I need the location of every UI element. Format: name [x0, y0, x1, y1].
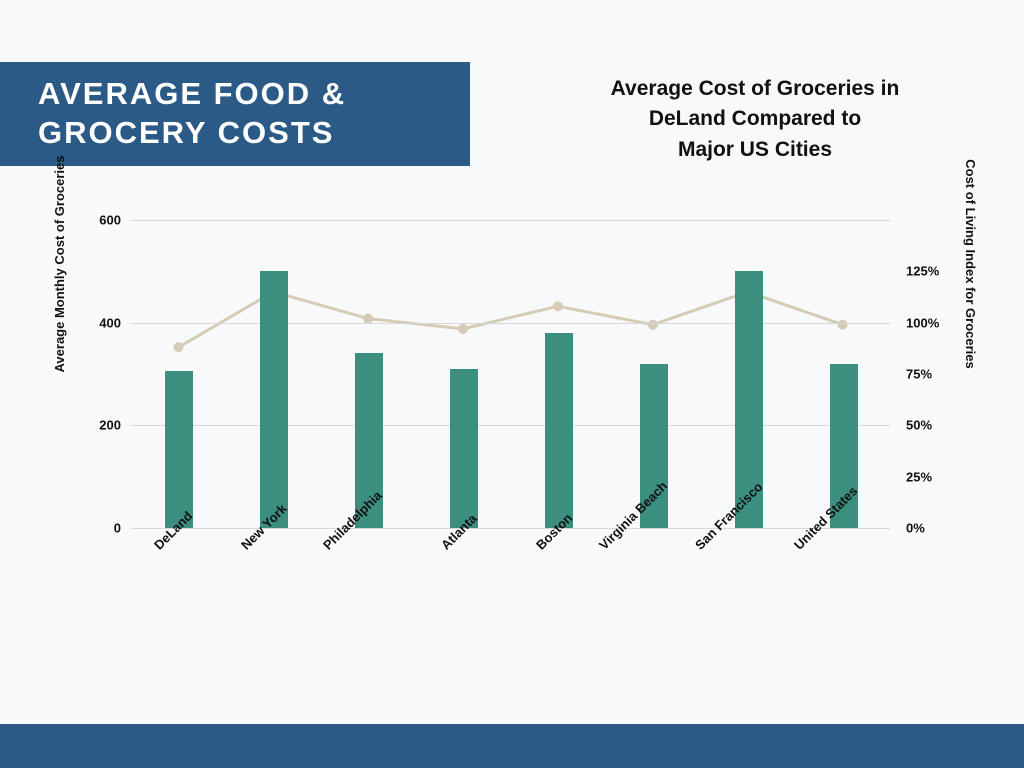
line-marker: [174, 343, 183, 352]
bar: [260, 271, 288, 528]
line-marker: [838, 320, 847, 329]
y-right-axis-title: Cost of Living Index for Groceries: [961, 154, 978, 374]
chart-area: Average Monthly Cost of Groceries Cost o…: [58, 198, 966, 668]
subtitle-line-1: Average Cost of Groceries in: [611, 77, 900, 100]
page-title: AVERAGE FOOD & GROCERY COSTS: [38, 75, 346, 153]
plot-region: 02004006000%25%50%75%100%125%DeLandNew Y…: [130, 220, 890, 528]
subtitle-line-3: Major US Cities: [678, 138, 832, 161]
y-left-tick: 0: [81, 521, 121, 536]
y-right-tick: 0%: [906, 521, 956, 536]
y-right-tick: 50%: [906, 418, 956, 433]
chart-subtitle: Average Cost of Groceries in DeLand Comp…: [540, 74, 970, 165]
y-left-tick: 400: [81, 315, 121, 330]
y-left-tick: 200: [81, 418, 121, 433]
bar: [165, 371, 193, 528]
bar: [545, 333, 573, 528]
grid-line: [131, 220, 890, 221]
y-right-tick: 25%: [906, 469, 956, 484]
header-banner: AVERAGE FOOD & GROCERY COSTS: [0, 62, 470, 166]
y-right-tick: 100%: [906, 315, 956, 330]
bar: [450, 369, 478, 528]
title-line-1: AVERAGE FOOD &: [38, 76, 346, 111]
title-line-2: GROCERY COSTS: [38, 115, 334, 150]
footer-bar: [0, 724, 1024, 768]
y-right-tick: 125%: [906, 264, 956, 279]
grid-line: [131, 425, 890, 426]
grid-line: [131, 528, 890, 529]
line-marker: [553, 302, 562, 311]
line-series: [131, 220, 890, 528]
line-marker: [648, 320, 657, 329]
subtitle-line-2: DeLand Compared to: [649, 107, 861, 130]
line-marker: [459, 324, 468, 333]
y-left-axis-title: Average Monthly Cost of Groceries: [52, 154, 69, 374]
y-left-tick: 600: [81, 213, 121, 228]
y-right-tick: 75%: [906, 367, 956, 382]
grid-line: [131, 323, 890, 324]
